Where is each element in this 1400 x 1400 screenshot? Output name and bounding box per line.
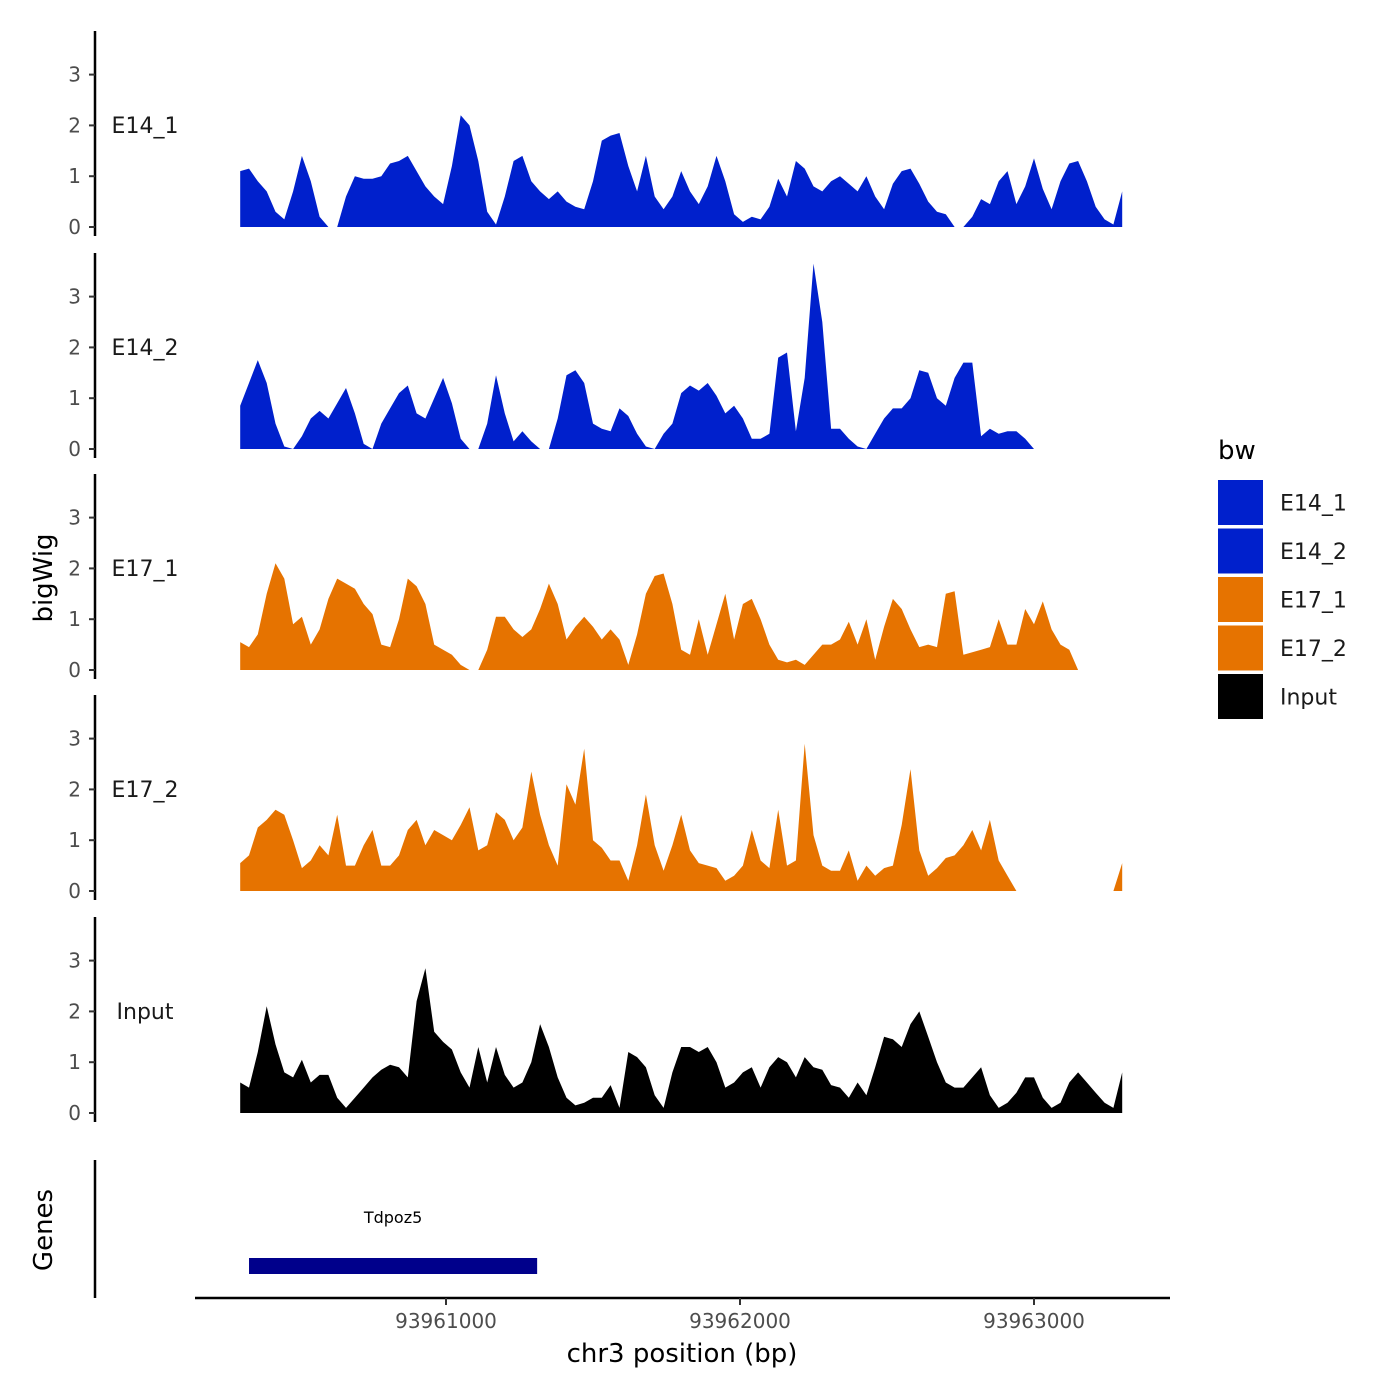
y-tick-label: 2 <box>68 335 81 359</box>
y-tick-label: 0 <box>68 879 81 903</box>
x-tick-label: 93963000 <box>983 1309 1085 1333</box>
track-E14_2: 0 1 2 3 E14_2 <box>68 253 1123 461</box>
signal-area-E17_1 <box>240 563 1123 670</box>
track-Input: 0 1 2 3 Input <box>68 917 1123 1125</box>
signal-area-E14_1 <box>240 115 1123 227</box>
legend-key-Input <box>1218 674 1263 719</box>
y-tick-label: 2 <box>68 777 81 801</box>
y-tick-label: 0 <box>68 658 81 682</box>
legend-key-E17_2 <box>1218 625 1263 671</box>
y-tick-label: 3 <box>68 949 81 973</box>
y-tick-label: 3 <box>68 63 81 87</box>
genes-panel: Tdpoz5 <box>93 1160 538 1298</box>
track-E17_1: 0 1 2 3 E17_1 <box>68 474 1123 682</box>
y-tick-label: 2 <box>68 556 81 580</box>
legend-label: E17_1 <box>1280 589 1347 614</box>
signal-tracks: 0 1 2 3 E14_1 0 1 2 3 E14_2 0 1 2 3 E17_1 0 1 2 3 E17_2 0 1 2 3… <box>68 31 1123 1125</box>
y-tick-label: 3 <box>68 506 81 530</box>
y-tick-label: 1 <box>68 1050 81 1074</box>
legend-label: E17_2 <box>1280 637 1347 662</box>
gene-label: Tdpoz5 <box>363 1208 422 1227</box>
track-label: E17_1 <box>112 557 179 582</box>
legend-key-E14_1 <box>1218 480 1263 525</box>
track-label: E17_2 <box>112 778 179 803</box>
y-axis-title: bigWig <box>29 533 59 622</box>
y-tick-label: 2 <box>68 113 81 137</box>
legend-title: bw <box>1218 436 1256 466</box>
signal-area-Input <box>240 968 1123 1113</box>
y-tick-label: 0 <box>68 215 81 239</box>
x-axis-title: chr3 position (bp) <box>567 1339 798 1369</box>
legend-label: E14_1 <box>1280 492 1347 517</box>
y-tick-label: 2 <box>68 999 81 1023</box>
x-tick-label: 93961000 <box>395 1309 497 1333</box>
signal-area-E14_2 <box>240 263 1123 449</box>
y-tick-label: 3 <box>68 727 81 751</box>
y-tick-label: 3 <box>68 285 81 309</box>
track-label: E14_2 <box>112 336 179 361</box>
signal-area-E17_2 <box>240 743 1123 891</box>
legend-key-E17_1 <box>1218 577 1263 622</box>
legend: bw E14_1 E14_2 E17_1 E17_2 Input <box>1218 436 1347 719</box>
y-tick-label: 0 <box>68 437 81 461</box>
track-label: E14_1 <box>112 114 179 139</box>
legend-label: Input <box>1280 686 1337 711</box>
gene-body-Tdpoz5 <box>249 1258 538 1274</box>
y-tick-label: 1 <box>68 164 81 188</box>
x-tick-label: 93962000 <box>689 1309 791 1333</box>
legend-key-E14_2 <box>1218 528 1263 574</box>
legend-label: E14_2 <box>1280 540 1347 565</box>
genes-axis-title: Genes <box>29 1189 59 1271</box>
track-E14_1: 0 1 2 3 E14_1 <box>68 31 1123 239</box>
x-axis: 93961000 93962000 93963000 <box>195 1296 1170 1333</box>
track-E17_2: 0 1 2 3 E17_2 <box>68 695 1123 903</box>
y-tick-label: 1 <box>68 828 81 852</box>
track-label: Input <box>117 1000 174 1025</box>
y-tick-label: 0 <box>68 1101 81 1125</box>
y-tick-label: 1 <box>68 607 81 631</box>
y-tick-label: 1 <box>68 386 81 410</box>
